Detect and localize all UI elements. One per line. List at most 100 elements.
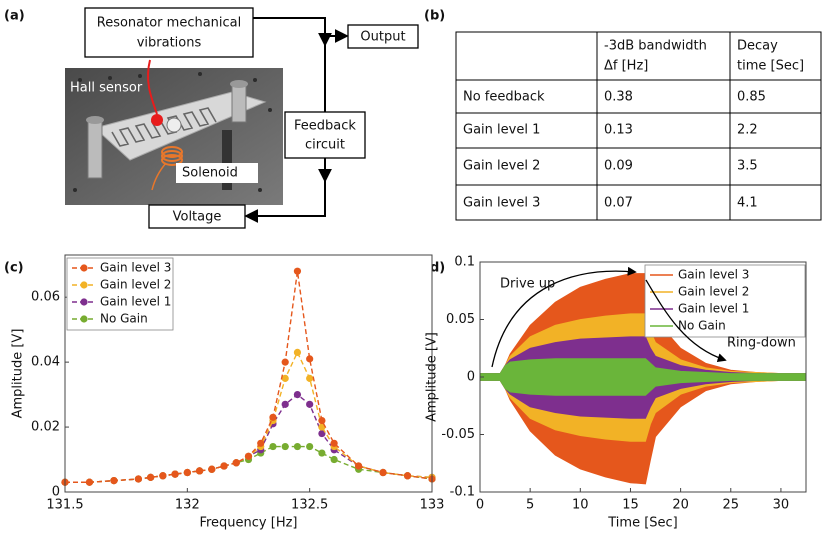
node-label: Voltage [173, 210, 222, 225]
x-tick-label: 133 [420, 498, 445, 513]
x-tick-label: 132 [175, 498, 200, 513]
data-point [269, 442, 277, 451]
data-point [355, 462, 363, 470]
legend-label: Gain level 2 [678, 285, 749, 299]
table-grid [455, 31, 822, 221]
y-tick-label: 0.06 [31, 290, 60, 305]
legend-swatch [80, 281, 88, 289]
data-point [195, 467, 204, 475]
table-cell: Gain level 1 [463, 123, 540, 138]
y-tick-label: -0.05 [441, 427, 475, 442]
data-point [147, 473, 155, 481]
annotation-arrow [645, 279, 727, 363]
table-header: time [Sec] [737, 59, 804, 74]
table-header: -3dB bandwidth [604, 39, 707, 54]
data-point [293, 348, 302, 356]
data-point [110, 477, 118, 485]
table-header: Δf [Hz] [604, 59, 648, 74]
table-cell: 0.85 [737, 90, 766, 105]
data-point [281, 442, 289, 451]
data-point [85, 478, 94, 486]
x-tick-label: 132.5 [291, 498, 328, 513]
annotation-arrow [491, 266, 637, 368]
x-tick-label: 5 [526, 498, 534, 513]
data-point [281, 358, 289, 366]
table-cell: 2.2 [737, 123, 758, 138]
legend-label: Gain level 1 [678, 302, 749, 316]
data-point [159, 472, 167, 480]
y-axis-label: Amplitude [V] [11, 329, 26, 419]
data-point [403, 472, 412, 480]
panel-label: (c) [4, 261, 24, 276]
legend-swatch [80, 298, 88, 306]
x-tick-label: 131.5 [46, 498, 83, 513]
data-point [318, 449, 326, 457]
annotation: Drive up [500, 277, 555, 292]
arrow [244, 175, 326, 223]
node-label: Resonator mechanical [97, 16, 242, 31]
panel-label: (b) [424, 9, 445, 24]
x-axis-label: Time [Sec] [607, 516, 678, 531]
y-axis-label: Amplitude [V] [425, 332, 440, 422]
table-cell: No feedback [463, 90, 545, 105]
table-cell: 4.1 [737, 196, 758, 211]
table-cell: 3.5 [737, 159, 758, 174]
data-point [257, 439, 265, 447]
photo-label: Hall sensor [70, 81, 143, 96]
data-point [220, 462, 228, 470]
y-tick-label: 0 [52, 485, 60, 500]
data-point [232, 459, 240, 467]
legend-swatch [80, 264, 88, 272]
data-point [269, 413, 277, 421]
data-point [208, 465, 216, 473]
plot-frame [64, 254, 433, 493]
photo [65, 59, 283, 205]
legend-box [644, 264, 806, 338]
legend-label: Gain level 3 [100, 261, 171, 275]
node-box [284, 111, 366, 159]
table-cell: 0.38 [604, 90, 633, 105]
node-label: vibrations [137, 36, 202, 51]
node-label: Feedback [294, 119, 356, 134]
data-point [171, 470, 179, 478]
x-tick-label: 15 [622, 498, 639, 513]
data-point [134, 475, 142, 483]
panel-label: (a) [4, 9, 25, 24]
y-tick-label: 0.05 [446, 312, 475, 327]
legend-swatch [80, 315, 88, 323]
table-cell: Gain level 2 [463, 159, 540, 174]
x-tick-label: 20 [672, 498, 689, 513]
y-tick-label: 0.04 [31, 355, 60, 370]
data-point [330, 455, 338, 464]
data-point [293, 267, 302, 275]
legend-label: Gain level 1 [100, 295, 171, 309]
data-point [379, 468, 387, 477]
node-label: circuit [305, 138, 345, 153]
data-point [293, 391, 302, 399]
legend-label: Gain level 3 [678, 268, 749, 282]
legend-label: Gain level 2 [100, 278, 171, 292]
data-point [306, 374, 314, 382]
data-point [244, 452, 253, 460]
legend-label: No Gain [678, 319, 726, 333]
y-tick-label: 0.1 [454, 255, 475, 270]
data-point [293, 442, 302, 451]
data-point [281, 400, 289, 408]
photo-label: Solenoid [182, 166, 238, 181]
x-tick-label: 10 [572, 498, 589, 513]
y-tick-label: 0.02 [31, 420, 60, 435]
y-tick-label: 0 [467, 370, 475, 385]
table-cell: 0.07 [604, 196, 633, 211]
annotation: Ring-down [727, 336, 796, 351]
x-tick-label: 30 [773, 498, 790, 513]
table-header: Decay [737, 39, 778, 54]
data-point [318, 416, 326, 425]
table-cell: 0.09 [604, 159, 633, 174]
x-axis-label: Frequency [Hz] [199, 516, 297, 531]
table-cell: Gain level 3 [463, 196, 540, 211]
data-point [183, 468, 191, 477]
y-tick-label: -0.1 [450, 485, 475, 500]
data-point [318, 429, 326, 438]
x-tick-label: 0 [476, 498, 484, 513]
